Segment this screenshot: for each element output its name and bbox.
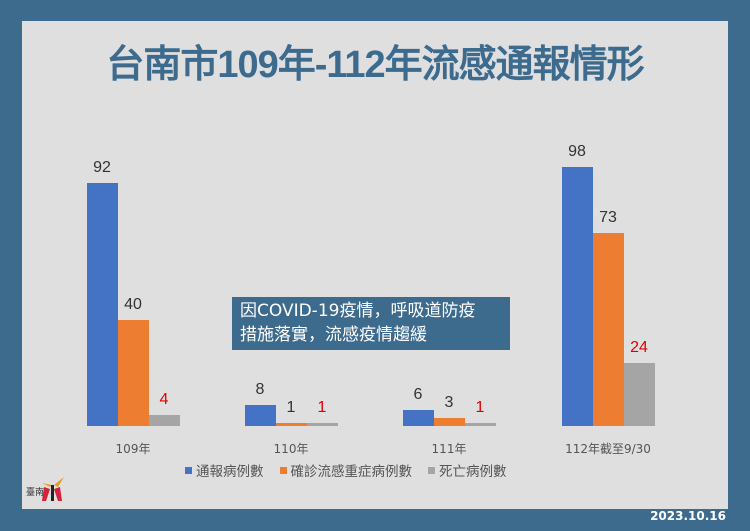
data-label: 1 xyxy=(475,399,485,417)
data-label: 24 xyxy=(630,338,648,356)
legend-label: 死亡病例數 xyxy=(439,464,507,480)
data-label: 6 xyxy=(413,386,423,404)
data-label: 1 xyxy=(286,399,296,417)
data-label: 4 xyxy=(159,391,169,409)
data-label: 73 xyxy=(599,209,617,227)
legend-item-severe: 確診流感重症病例數 xyxy=(279,460,413,480)
bar-0-1 xyxy=(244,404,276,426)
legend-label: 確診流感重症病例數 xyxy=(290,464,413,480)
bar-1-2 xyxy=(433,418,465,426)
legend-label: 通報病例數 xyxy=(196,464,264,480)
category-label: 112年截至9/30 xyxy=(565,442,651,456)
annotation-line-2: 措施落實，流感疫情趨緩 xyxy=(240,325,427,345)
category-label: 111年 xyxy=(431,442,467,456)
legend-swatch-icon xyxy=(279,466,287,474)
tainan-logo-icon: 臺南 xyxy=(26,477,64,501)
bar-0-3 xyxy=(561,167,593,426)
data-label: 98 xyxy=(568,143,586,161)
data-label: 3 xyxy=(444,394,454,412)
category-label: 109年 xyxy=(115,442,151,456)
date-stamp: 2023.10.16 xyxy=(650,509,726,523)
annotation-box: 因COVID-19疫情，呼吸道防疫 措施落實，流感疫情趨緩 xyxy=(232,297,510,350)
category-label: 110年 xyxy=(273,442,309,456)
svg-text:臺南: 臺南 xyxy=(26,486,44,498)
annotation-line-1: 因COVID-19疫情，呼吸道防疫 xyxy=(240,301,476,321)
bar-0-0 xyxy=(86,183,118,426)
data-label: 92 xyxy=(93,159,111,177)
legend-item-reported: 通報病例數 xyxy=(185,460,264,480)
bar-2-0 xyxy=(148,415,180,426)
legend-item-death: 死亡病例數 xyxy=(428,460,507,480)
bar-1-1 xyxy=(275,423,307,426)
bar-1-3 xyxy=(592,233,624,426)
bar-2-3 xyxy=(623,362,655,426)
data-label: 1 xyxy=(317,399,327,417)
legend-swatch-icon xyxy=(185,466,192,474)
bar-2-2 xyxy=(464,423,496,426)
bar-1-0 xyxy=(117,320,149,426)
page-title: 台南市109年-112年流感通報情形 xyxy=(106,44,644,86)
bar-0-2 xyxy=(402,410,434,426)
bar-2-1 xyxy=(306,423,338,426)
chart-legend: 通報病例數 確診流感重症病例數 死亡病例數 xyxy=(185,460,507,480)
legend-swatch-icon xyxy=(428,466,435,474)
data-label: 40 xyxy=(124,296,142,314)
data-label: 8 xyxy=(255,380,265,398)
